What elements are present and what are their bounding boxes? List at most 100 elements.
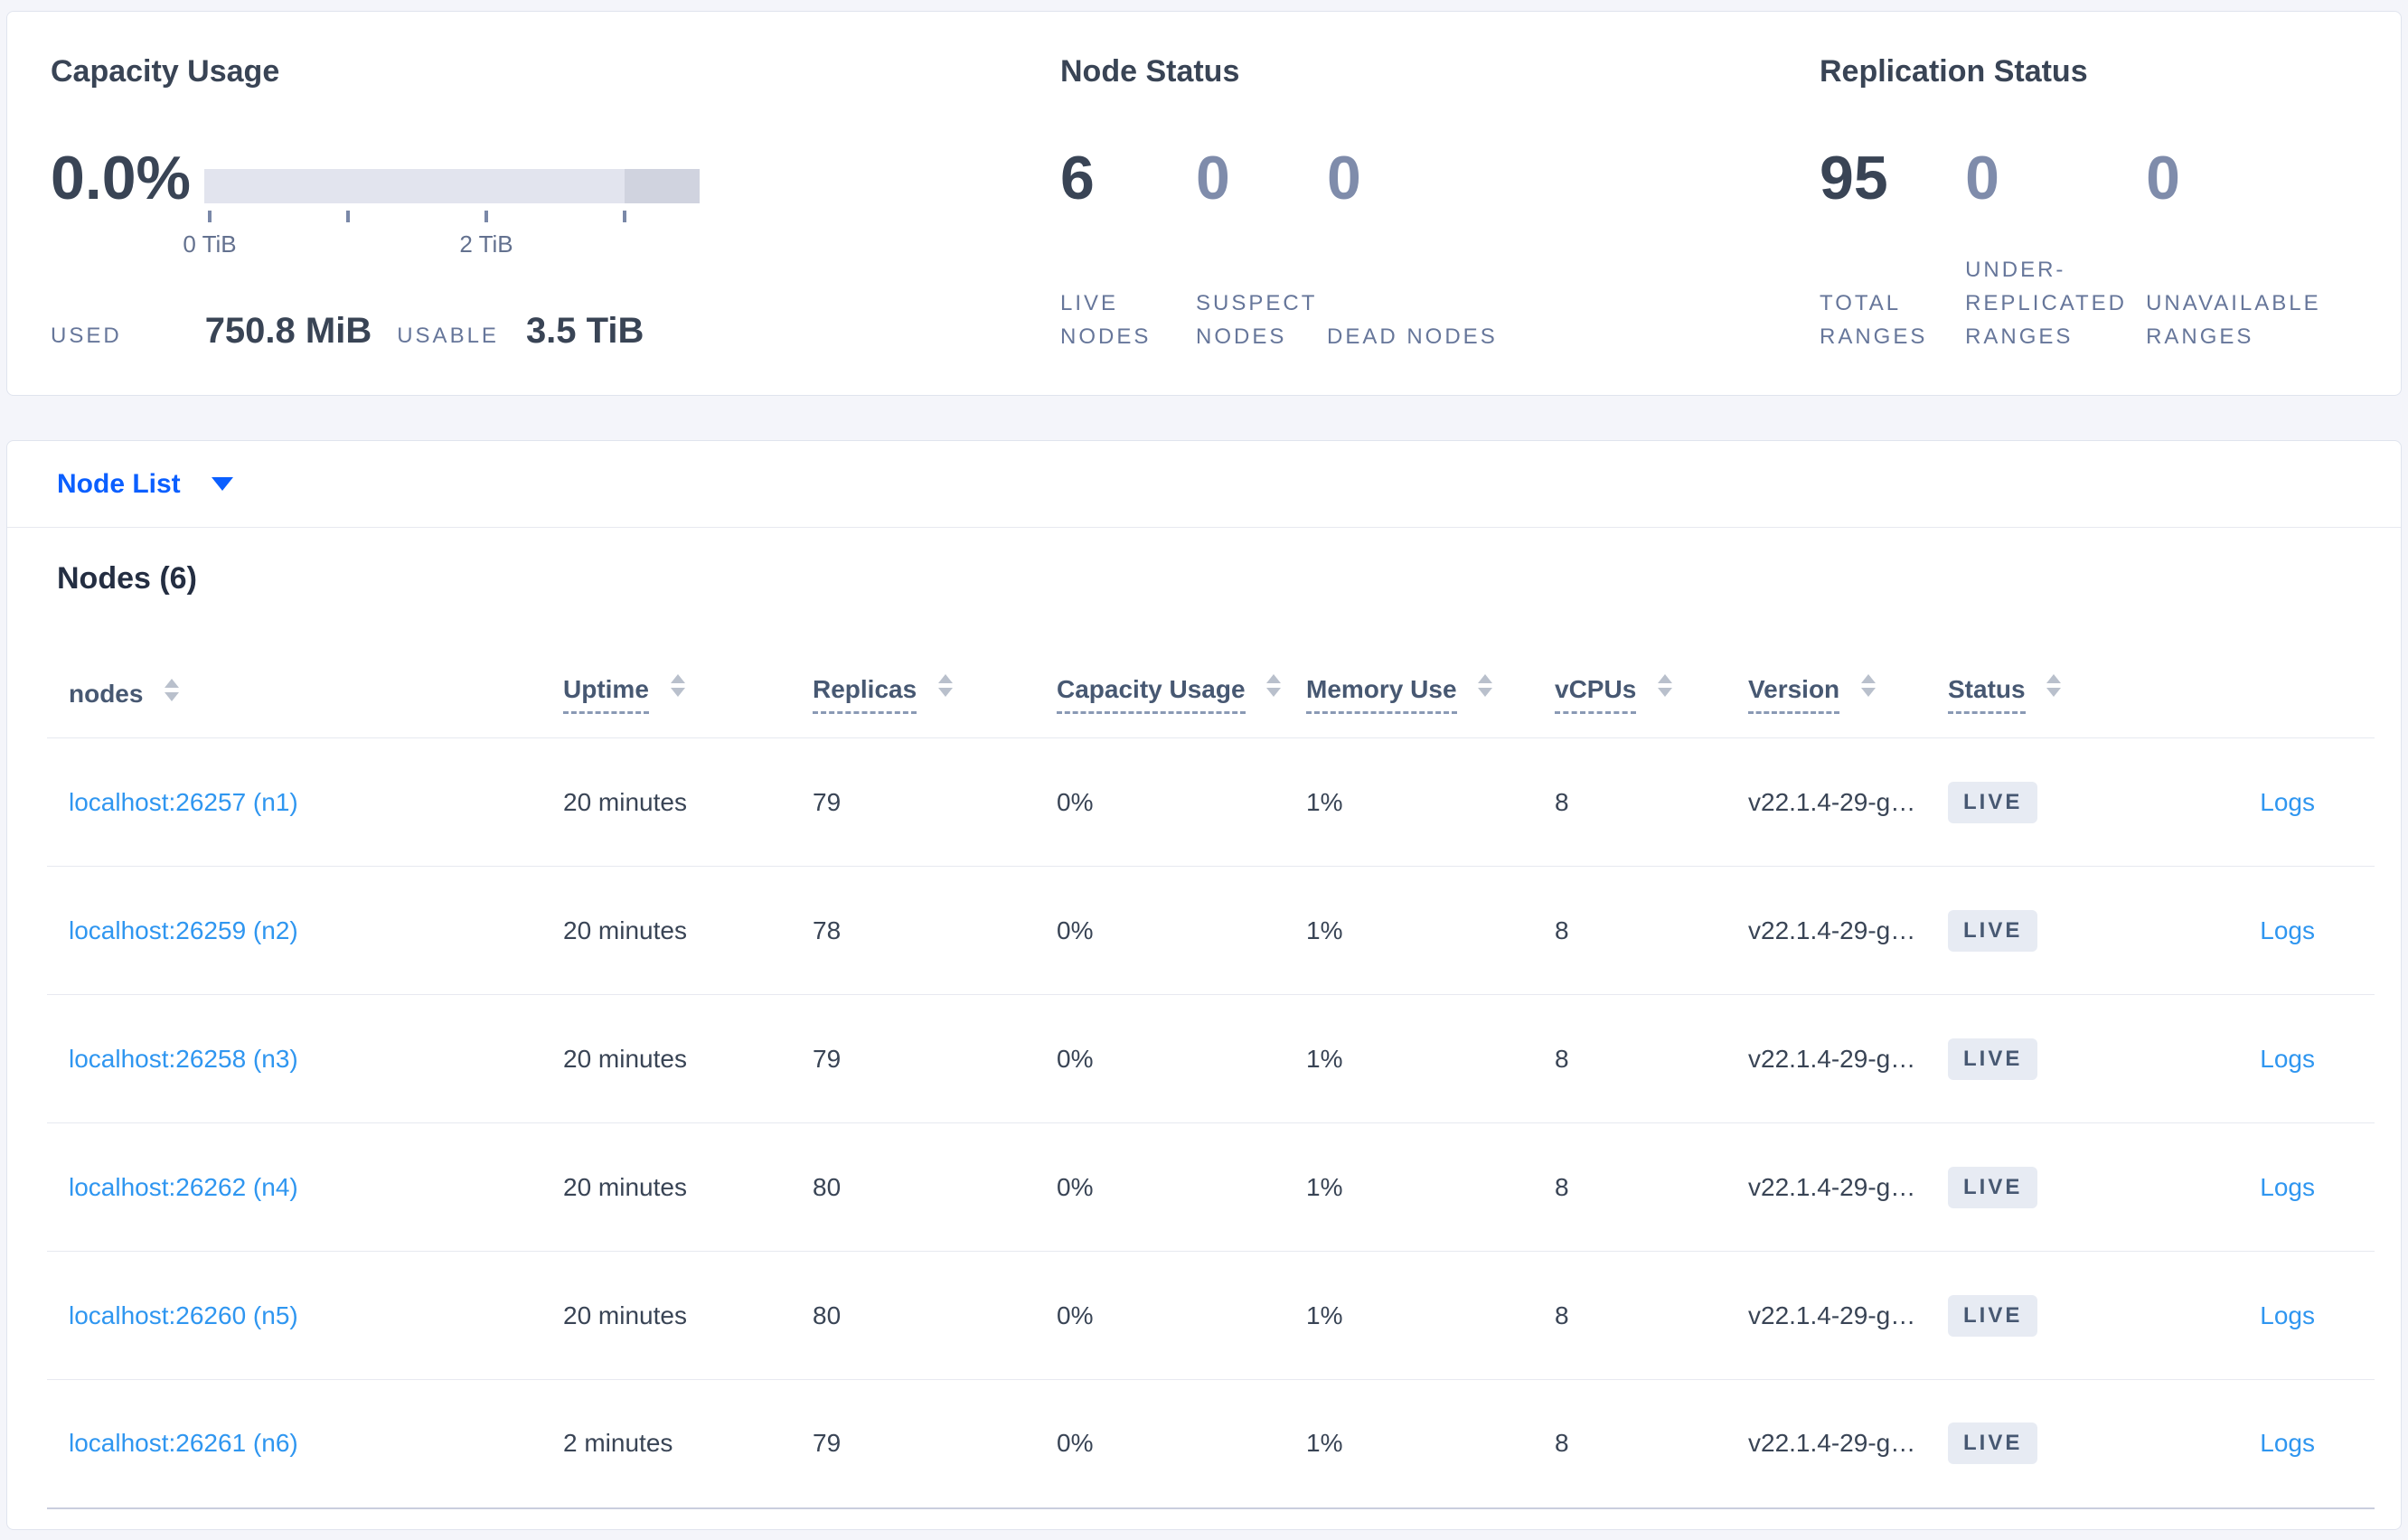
gauge-tick-label: 2 TiB bbox=[459, 230, 513, 258]
replication-status-stats: 95 TOTAL RANGES 0 UNDER-REPLICATED RANGE… bbox=[1820, 89, 2401, 353]
capacity-used-usable: USED 750.8 MiB USABLE 3.5 TiB bbox=[51, 311, 1060, 353]
capacity-gauge: 0.0% 0 TiB 2 TiB bbox=[51, 136, 1060, 258]
node-list-card: Node List Nodes (6) nodes bbox=[6, 440, 2402, 1530]
capacity-usage-cell: 0% bbox=[1035, 1379, 1284, 1509]
table-header-row: nodes Uptime Replicas Capacity Usag bbox=[47, 629, 2375, 738]
node-link[interactable]: localhost:26258 (n3) bbox=[69, 1044, 298, 1073]
logs-link[interactable]: Logs bbox=[2260, 1301, 2315, 1329]
column-header-memory-use[interactable]: Memory Use bbox=[1284, 629, 1533, 738]
vcpus-cell: 8 bbox=[1533, 866, 1726, 995]
table-row: localhost:26258 (n3) 20 minutes 79 0% 1%… bbox=[47, 994, 2375, 1123]
used-value: 750.8 MiB bbox=[204, 311, 372, 351]
table-row: localhost:26261 (n6) 2 minutes 79 0% 1% … bbox=[47, 1379, 2375, 1509]
column-header-uptime[interactable]: Uptime bbox=[541, 629, 791, 738]
replicas-cell: 79 bbox=[791, 994, 1035, 1123]
replicas-cell: 80 bbox=[791, 1251, 1035, 1380]
node-list-dropdown[interactable]: Node List bbox=[7, 441, 2401, 528]
logs-link[interactable]: Logs bbox=[2260, 1044, 2315, 1073]
uptime-cell: 20 minutes bbox=[541, 1251, 791, 1380]
gauge-dark-segment bbox=[625, 169, 700, 203]
sort-icon bbox=[165, 679, 180, 702]
version-cell: v22.1.4-29-g… bbox=[1726, 737, 1926, 867]
table-row: localhost:26259 (n2) 20 minutes 78 0% 1%… bbox=[47, 866, 2375, 995]
node-link[interactable]: localhost:26262 (n4) bbox=[69, 1172, 298, 1201]
sort-icon bbox=[1658, 674, 1673, 698]
sort-icon bbox=[937, 674, 953, 698]
column-label: Capacity Usage bbox=[1057, 674, 1246, 714]
under-replicated-ranges-value: 0 bbox=[1965, 144, 1999, 212]
column-header-logs bbox=[2134, 629, 2375, 738]
live-nodes-value: 6 bbox=[1060, 144, 1095, 212]
column-label: Version bbox=[1748, 674, 1840, 714]
status-badge: LIVE bbox=[1948, 909, 2038, 952]
column-header-vcpus[interactable]: vCPUs bbox=[1533, 629, 1726, 738]
capacity-percent: 0.0% bbox=[51, 144, 191, 212]
memory-use-cell: 1% bbox=[1284, 994, 1533, 1123]
sort-icon bbox=[1266, 674, 1282, 698]
chevron-down-icon bbox=[211, 477, 233, 491]
column-label: vCPUs bbox=[1555, 674, 1637, 714]
column-header-nodes[interactable]: nodes bbox=[47, 629, 541, 738]
vcpus-cell: 8 bbox=[1533, 994, 1726, 1123]
status-badge: LIVE bbox=[1948, 1294, 2038, 1337]
logs-link[interactable]: Logs bbox=[2260, 787, 2315, 816]
column-header-capacity-usage[interactable]: Capacity Usage bbox=[1035, 629, 1284, 738]
uptime-cell: 20 minutes bbox=[541, 1122, 791, 1252]
version-cell: v22.1.4-29-g… bbox=[1726, 994, 1926, 1123]
gauge-tick bbox=[623, 211, 626, 222]
version-cell: v22.1.4-29-g… bbox=[1726, 1251, 1926, 1380]
total-ranges-value: 95 bbox=[1820, 144, 1888, 212]
vcpus-cell: 8 bbox=[1533, 737, 1726, 867]
nodes-table: nodes Uptime Replicas Capacity Usag bbox=[47, 629, 2375, 1509]
sort-icon bbox=[1478, 674, 1493, 698]
unavailable-ranges-stat: 0 UNAVAILABLE RANGES bbox=[2146, 89, 2401, 353]
memory-use-cell: 1% bbox=[1284, 737, 1533, 867]
version-cell: v22.1.4-29-g… bbox=[1726, 1379, 1926, 1509]
column-header-replicas[interactable]: Replicas bbox=[791, 629, 1035, 738]
table-row: localhost:26262 (n4) 20 minutes 80 0% 1%… bbox=[47, 1122, 2375, 1252]
under-replicated-ranges-label: UNDER-REPLICATED RANGES bbox=[1965, 258, 2127, 349]
gauge-track bbox=[204, 169, 700, 203]
version-cell: v22.1.4-29-g… bbox=[1726, 866, 1926, 995]
unavailable-ranges-label: UNAVAILABLE RANGES bbox=[2146, 291, 2321, 349]
gauge-tick bbox=[208, 211, 212, 222]
node-list-dropdown-label[interactable]: Node List bbox=[57, 468, 181, 499]
live-nodes-label: LIVE NODES bbox=[1060, 291, 1152, 349]
capacity-usage-cell: 0% bbox=[1035, 1251, 1284, 1380]
status-badge: LIVE bbox=[1948, 1423, 2038, 1465]
replicas-cell: 78 bbox=[791, 866, 1035, 995]
vcpus-cell: 8 bbox=[1533, 1122, 1726, 1252]
logs-link[interactable]: Logs bbox=[2260, 916, 2315, 944]
column-label: Uptime bbox=[563, 674, 649, 714]
status-badge: LIVE bbox=[1948, 781, 2038, 823]
suspect-nodes-label: SUSPECT NODES bbox=[1196, 291, 1317, 349]
node-link[interactable]: localhost:26257 (n1) bbox=[69, 787, 298, 816]
total-ranges-label: TOTAL RANGES bbox=[1820, 291, 1928, 349]
memory-use-cell: 1% bbox=[1284, 1122, 1533, 1252]
capacity-usage-cell: 0% bbox=[1035, 994, 1284, 1123]
node-link[interactable]: localhost:26259 (n2) bbox=[69, 916, 298, 944]
logs-link[interactable]: Logs bbox=[2260, 1172, 2315, 1201]
gauge-tick bbox=[346, 211, 350, 222]
column-header-status[interactable]: Status bbox=[1926, 629, 2134, 738]
capacity-usage-cell: 0% bbox=[1035, 1122, 1284, 1252]
memory-use-cell: 1% bbox=[1284, 1251, 1533, 1380]
node-link[interactable]: localhost:26261 (n6) bbox=[69, 1429, 298, 1458]
used-label: USED bbox=[51, 324, 122, 348]
vcpus-cell: 8 bbox=[1533, 1379, 1726, 1509]
capacity-usage-cell: 0% bbox=[1035, 866, 1284, 995]
memory-use-cell: 1% bbox=[1284, 1379, 1533, 1509]
column-header-version[interactable]: Version bbox=[1726, 629, 1926, 738]
dead-nodes-label: DEAD NODES bbox=[1327, 324, 1498, 349]
node-link[interactable]: localhost:26260 (n5) bbox=[69, 1301, 298, 1329]
replication-status-section: Replication Status 95 TOTAL RANGES 0 UND… bbox=[1820, 12, 2401, 395]
column-label: nodes bbox=[69, 680, 144, 708]
node-status-section: Node Status 6 LIVE NODES 0 SUSPECT NODES… bbox=[1060, 12, 1820, 395]
cluster-summary-card: Capacity Usage 0.0% 0 TiB 2 TiB USED 7 bbox=[6, 11, 2402, 396]
suspect-nodes-value: 0 bbox=[1196, 144, 1230, 212]
logs-link[interactable]: Logs bbox=[2260, 1429, 2315, 1458]
sort-icon bbox=[670, 674, 685, 698]
replicas-cell: 79 bbox=[791, 737, 1035, 867]
suspect-nodes-stat: 0 SUSPECT NODES bbox=[1196, 89, 1327, 353]
